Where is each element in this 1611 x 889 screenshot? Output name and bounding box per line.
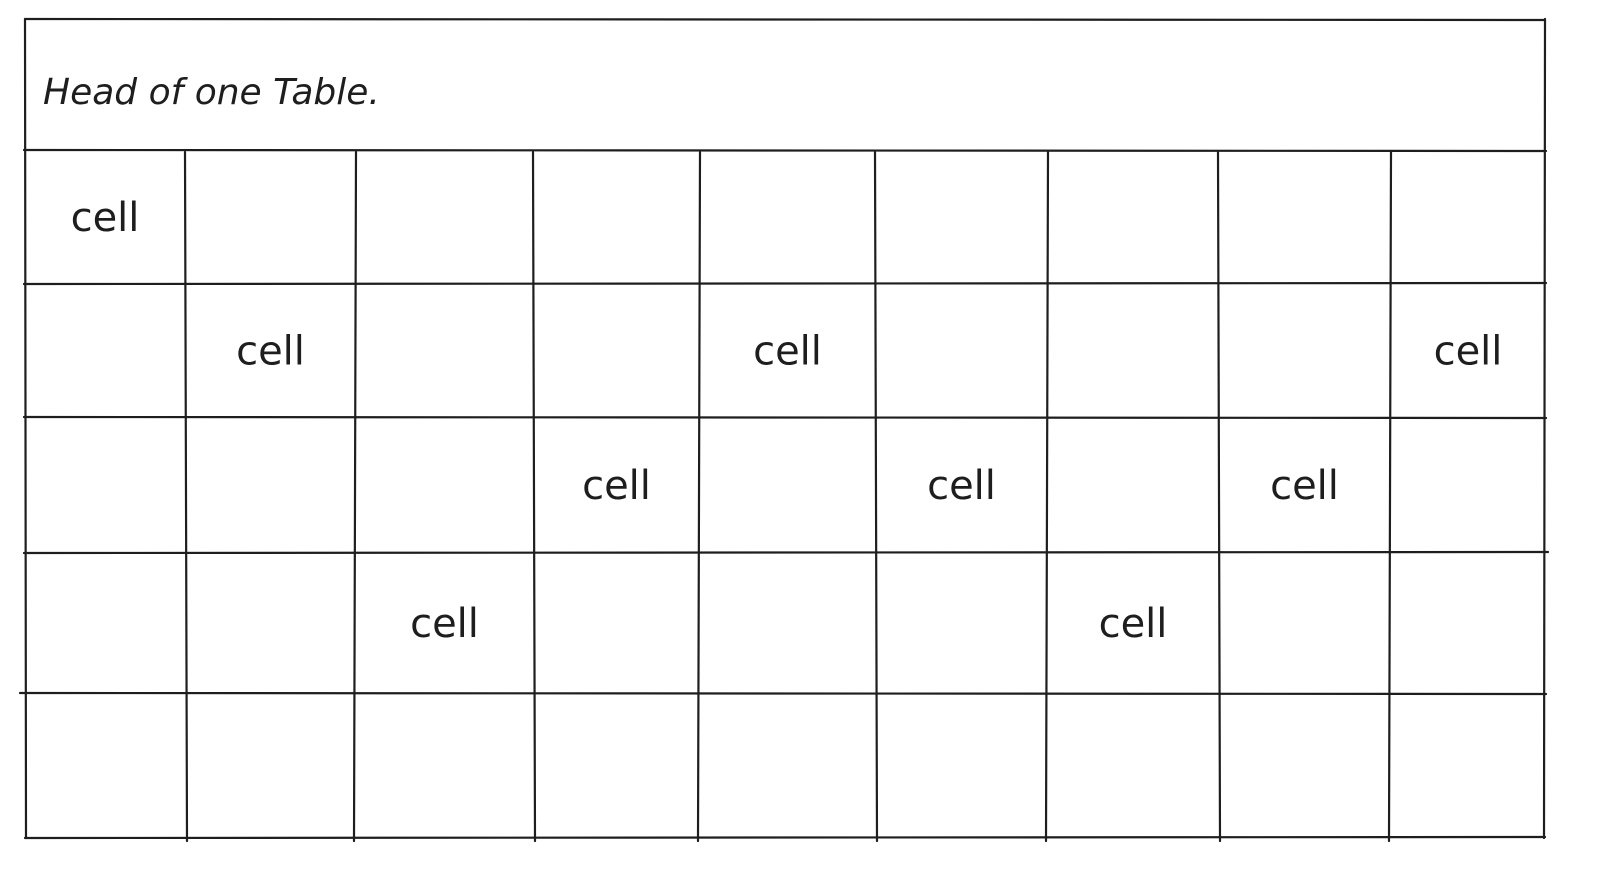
frame-left-border (23, 17, 28, 840)
table-cell-label: cell (1270, 463, 1339, 509)
table-cell-label: cell (1434, 329, 1503, 375)
table-frame (23, 17, 1547, 840)
column-divider (1044, 150, 1050, 843)
table-cell-label: cell (71, 195, 140, 241)
row-divider (22, 148, 1548, 153)
table-cell-label: cell (753, 329, 822, 375)
column-divider (352, 150, 358, 843)
frame-right-border (1542, 17, 1547, 840)
row-divider (18, 691, 1548, 696)
table-title: Head of one Table. (43, 72, 380, 113)
table-cell-label: cell (582, 463, 651, 509)
column-divider (696, 150, 702, 843)
column-divider (1216, 150, 1222, 843)
column-divider (873, 150, 879, 843)
column-divider (1387, 150, 1393, 843)
frame-top-border (23, 17, 1547, 22)
row-divider (22, 281, 1548, 286)
row-divider (22, 415, 1548, 420)
column-divider (531, 150, 537, 843)
frame-bottom-border (23, 835, 1547, 840)
table-cell-label: cell (1099, 601, 1168, 647)
table-grid (18, 148, 1550, 843)
column-divider (183, 150, 189, 843)
table-cells: cell cell cell cell cell cell cell cell cell (71, 195, 1503, 647)
table-cell-label: cell (236, 329, 305, 375)
table-cell-label: cell (927, 463, 996, 509)
table-cell-label: cell (410, 601, 479, 647)
row-divider (22, 550, 1550, 555)
